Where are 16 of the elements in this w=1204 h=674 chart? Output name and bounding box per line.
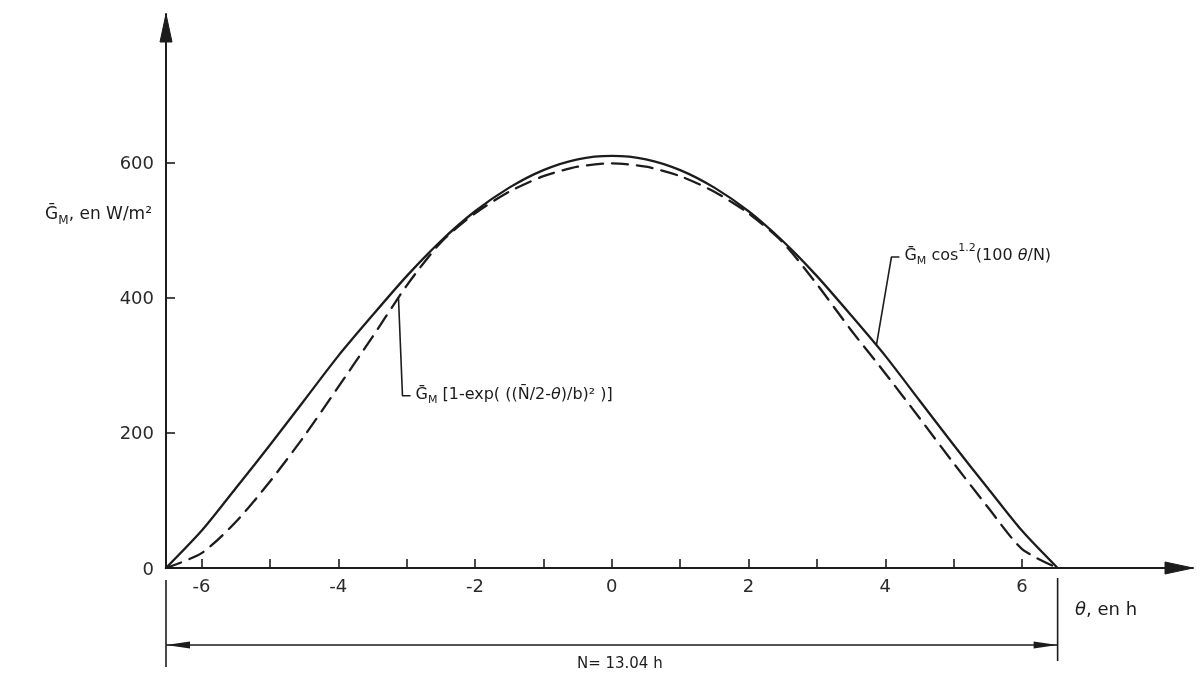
x-tick-label: -6 <box>192 574 211 596</box>
annotation: Ḡ$_{M}$ [1-exp( ((N̄/2-θ)/b)² )] <box>415 383 613 406</box>
x-tick-label: 4 <box>879 574 892 596</box>
annotation: Ḡ$_{M}$ cos$^{1.2}$(100 θ/N) <box>904 241 1052 268</box>
x-tick-label: 2 <box>742 574 755 596</box>
y-tick-label: 0 <box>142 557 154 579</box>
x-tick-label: -4 <box>329 574 348 596</box>
x-tick-label: 6 <box>1016 574 1028 596</box>
text: N= 13.04 h <box>576 654 663 672</box>
y-tick-label: 200 <box>119 422 154 444</box>
y-axis-title: Ḡ$_{M}$, en W/m² <box>45 202 152 227</box>
x-axis-title: θ, en h <box>1075 598 1138 619</box>
x-tick-label: -2 <box>466 574 485 596</box>
y-tick-label: 400 <box>119 287 154 309</box>
x-tick-label: 0 <box>606 574 618 596</box>
y-tick-label: 600 <box>119 152 154 174</box>
